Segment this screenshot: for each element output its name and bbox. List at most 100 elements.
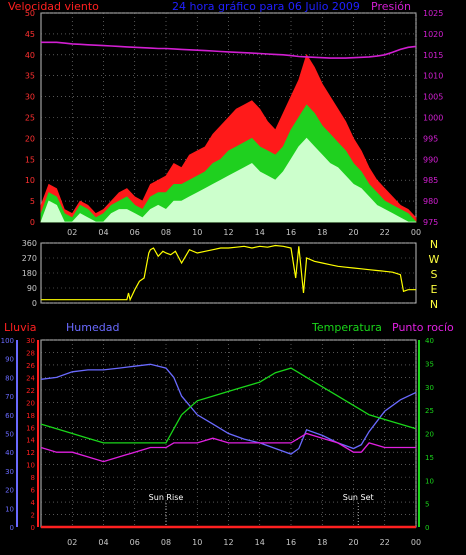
humidity-y-tick: 90 bbox=[5, 356, 14, 364]
sun-event-label: Sun Set bbox=[343, 493, 374, 502]
temperature-y-tick: 15 bbox=[425, 454, 434, 462]
humidity-y-tick: 100 bbox=[1, 337, 14, 345]
wind-y-tick: 35 bbox=[25, 72, 35, 81]
wind-y-tick: 30 bbox=[25, 93, 35, 102]
pressure-y-tick: 975 bbox=[423, 218, 438, 227]
compass-label: W bbox=[429, 253, 440, 266]
wind-y-tick: 10 bbox=[25, 176, 35, 185]
rain-y-tick: 28 bbox=[26, 349, 35, 357]
rain-y-tick: 26 bbox=[26, 362, 35, 370]
temperature-line bbox=[40, 367, 417, 444]
climate-x-tick: 00 bbox=[411, 538, 421, 547]
wind-y-tick: 0 bbox=[30, 218, 35, 227]
wind-x-tick: 20 bbox=[348, 228, 358, 237]
rain-y-tick: 30 bbox=[26, 337, 35, 345]
climate-x-tick: 16 bbox=[286, 538, 296, 547]
climate-x-tick: 12 bbox=[223, 538, 233, 547]
climate-x-tick: 20 bbox=[348, 538, 358, 547]
wind-x-tick: 02 bbox=[67, 228, 77, 237]
humidity-y-tick: 10 bbox=[5, 505, 14, 513]
rain-y-tick: 14 bbox=[26, 437, 35, 445]
wind-min-area bbox=[40, 137, 416, 223]
climate-panel: Lluvia Humedad Temperatura Punto rocío02468… bbox=[1, 321, 454, 547]
pressure-y-tick: 1010 bbox=[423, 72, 443, 81]
humidity-axis-label: Humedad bbox=[66, 321, 119, 334]
rain-y-tick: 8 bbox=[31, 474, 35, 482]
rain-y-tick: 2 bbox=[31, 512, 35, 520]
wind-x-tick: 04 bbox=[98, 228, 108, 237]
temperature-y-tick: 0 bbox=[425, 524, 429, 532]
pressure-y-tick: 1015 bbox=[423, 51, 443, 60]
pressure-y-tick: 980 bbox=[423, 197, 438, 206]
direction-y-tick: 180 bbox=[22, 269, 37, 278]
pressure-y-tick: 1025 bbox=[423, 9, 443, 18]
temperature-y-tick: 35 bbox=[425, 360, 434, 368]
pressure-y-tick: 995 bbox=[423, 134, 438, 143]
pressure-y-tick: 1005 bbox=[423, 93, 443, 102]
compass-label: E bbox=[431, 283, 438, 296]
humidity-line bbox=[40, 363, 417, 455]
wind-x-tick: 16 bbox=[286, 228, 296, 237]
climate-x-tick: 14 bbox=[255, 538, 265, 547]
humidity-y-tick: 70 bbox=[5, 393, 14, 401]
pressure-y-tick: 985 bbox=[423, 176, 438, 185]
wind-x-tick: 06 bbox=[130, 228, 140, 237]
direction-y-tick: 270 bbox=[22, 254, 37, 263]
compass-label: N bbox=[430, 238, 438, 251]
wind-y-tick: 50 bbox=[25, 9, 35, 18]
wind-x-tick: 08 bbox=[161, 228, 171, 237]
rain-y-tick: 6 bbox=[31, 487, 36, 495]
wind-y-tick: 25 bbox=[25, 114, 35, 123]
wind-x-tick: 14 bbox=[255, 228, 265, 237]
temperature-y-tick: 10 bbox=[425, 477, 434, 485]
wind-x-tick: 00 bbox=[411, 228, 421, 237]
pressure-line bbox=[41, 41, 417, 59]
humidity-y-tick: 80 bbox=[5, 374, 14, 382]
rain-y-tick: 24 bbox=[26, 374, 35, 382]
humidity-y-tick: 50 bbox=[5, 431, 14, 439]
wind-y-tick: 15 bbox=[25, 155, 35, 164]
compass-label: S bbox=[431, 268, 438, 281]
climate-x-tick: 06 bbox=[130, 538, 140, 547]
direction-y-tick: 0 bbox=[32, 299, 37, 308]
pressure-y-tick: 1000 bbox=[423, 114, 443, 123]
pressure-y-tick: 990 bbox=[423, 155, 438, 164]
temperature-y-tick: 25 bbox=[425, 407, 434, 415]
rain-axis-label: Lluvia bbox=[4, 321, 36, 334]
rain-y-tick: 20 bbox=[26, 399, 35, 407]
climate-x-tick: 10 bbox=[192, 538, 202, 547]
temperature-y-tick: 20 bbox=[425, 431, 434, 439]
compass-label: N bbox=[430, 298, 438, 311]
humidity-y-tick: 40 bbox=[5, 449, 14, 457]
dewpoint-line bbox=[40, 432, 416, 463]
pressure-label: Presión bbox=[371, 0, 411, 13]
rain-y-tick: 16 bbox=[26, 424, 35, 432]
direction-y-tick: 360 bbox=[22, 239, 37, 248]
wind-x-tick: 22 bbox=[380, 228, 390, 237]
wind-x-tick: 18 bbox=[317, 228, 327, 237]
sun-event-label: Sun Rise bbox=[149, 493, 184, 502]
wind-x-tick: 10 bbox=[192, 228, 202, 237]
rain-y-tick: 4 bbox=[31, 499, 36, 507]
temperature-y-tick: 5 bbox=[425, 501, 429, 509]
climate-x-tick: 18 bbox=[317, 538, 327, 547]
climate-x-tick: 02 bbox=[67, 538, 77, 547]
wind-y-tick: 20 bbox=[25, 134, 35, 143]
temperature-axis-label: Temperatura bbox=[311, 321, 382, 334]
temperature-y-tick: 40 bbox=[425, 337, 434, 345]
wind-y-tick: 5 bbox=[30, 197, 35, 206]
humidity-y-tick: 20 bbox=[5, 487, 14, 495]
chart-title: 24 hora gráfico para 06 Julio 2009 bbox=[172, 0, 360, 13]
climate-x-tick: 22 bbox=[380, 538, 390, 547]
wind-y-tick: 45 bbox=[25, 30, 35, 39]
humidity-y-tick: 60 bbox=[5, 412, 14, 420]
wind-speed-panel: 0510152025303540455097598098599099510001… bbox=[25, 9, 444, 237]
temperature-y-tick: 30 bbox=[425, 384, 434, 392]
humidity-y-tick: 0 bbox=[10, 524, 14, 532]
rain-y-tick: 22 bbox=[26, 387, 35, 395]
wind-direction-line bbox=[41, 244, 416, 302]
wind-y-tick: 40 bbox=[25, 51, 35, 60]
